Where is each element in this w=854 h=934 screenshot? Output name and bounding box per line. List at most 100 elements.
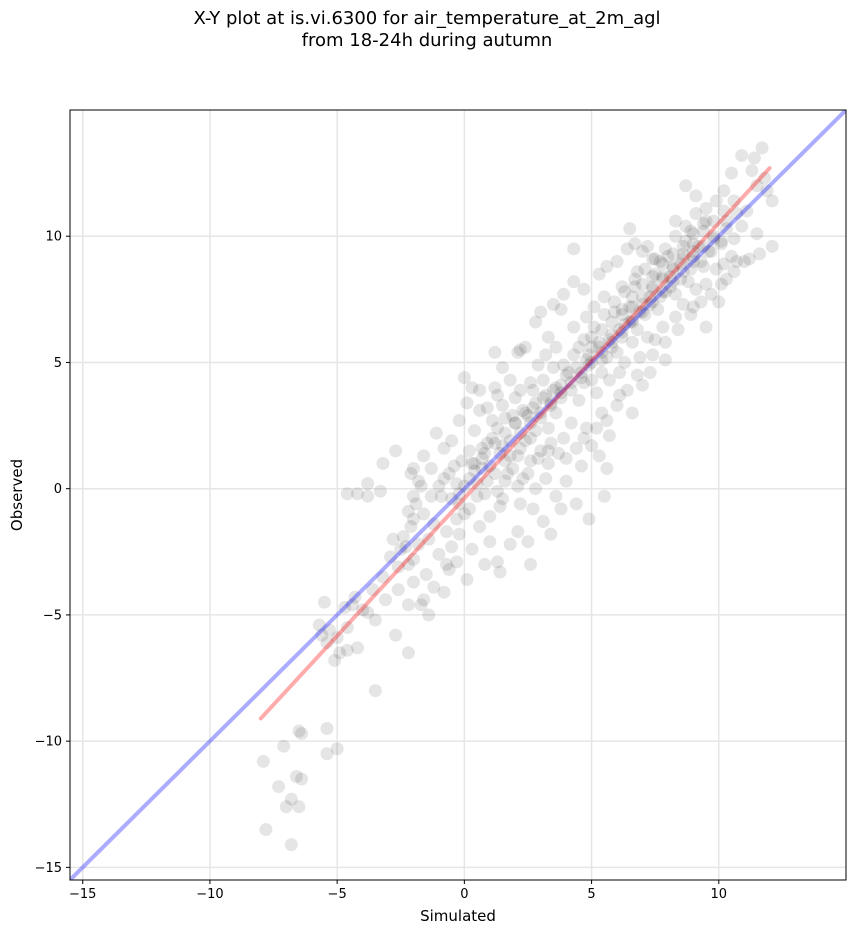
scatter-point xyxy=(661,249,675,263)
scatter-point xyxy=(709,194,723,208)
scatter-point xyxy=(651,302,665,316)
scatter-point xyxy=(719,214,733,228)
scatter-point xyxy=(534,305,548,319)
scatter-point xyxy=(587,320,601,334)
scatter-point xyxy=(725,166,739,180)
scatter-point xyxy=(679,219,693,233)
scatter-point xyxy=(351,487,365,501)
scatter-point xyxy=(704,244,718,258)
scatter-point xyxy=(689,207,703,221)
scatter-point xyxy=(483,535,497,549)
scatter-point xyxy=(641,239,655,253)
y-tick-label: −5 xyxy=(43,608,62,623)
scatter-point xyxy=(635,305,649,319)
scatter-point xyxy=(684,262,698,276)
scatter-point xyxy=(630,265,644,279)
scatter-point xyxy=(493,446,507,460)
scatter-point xyxy=(541,421,555,435)
scatter-point xyxy=(714,277,728,291)
scatter-point xyxy=(345,598,359,612)
scatter-point xyxy=(284,838,298,852)
scatter-point xyxy=(452,487,466,501)
scatter-point xyxy=(648,252,662,266)
scatter-point xyxy=(554,302,568,316)
scatter-point xyxy=(546,297,560,311)
scatter-point xyxy=(450,555,464,569)
scatter-point xyxy=(562,366,576,380)
scatter-point xyxy=(554,391,568,405)
scatter-point xyxy=(386,532,400,546)
scatter-point xyxy=(351,641,365,655)
scatter-point xyxy=(717,184,731,198)
scatter-point xyxy=(635,290,649,304)
scatter-point xyxy=(473,520,487,534)
scatter-point xyxy=(465,542,479,556)
scatter-point xyxy=(707,214,721,228)
scatter-point xyxy=(445,434,459,448)
scatter-point xyxy=(427,517,441,531)
scatter-point xyxy=(513,441,527,455)
scatter-point xyxy=(707,229,721,243)
scatter-point xyxy=(592,267,606,281)
scatter-point xyxy=(292,800,306,814)
scatter-point xyxy=(549,406,563,420)
scatter-point xyxy=(669,310,683,324)
grid-lines xyxy=(70,110,846,880)
scatter-point xyxy=(615,302,629,316)
scatter-point xyxy=(600,350,614,364)
scatter-point xyxy=(727,194,741,208)
scatter-point xyxy=(666,260,680,274)
scatter-point xyxy=(635,378,649,392)
scatter-point xyxy=(373,484,387,498)
scatter-point xyxy=(531,358,545,372)
scatter-point xyxy=(384,550,398,564)
scatter-point xyxy=(295,727,309,741)
scatter-point xyxy=(422,532,436,546)
scatter-point xyxy=(684,224,698,238)
scatter-point xyxy=(536,515,550,529)
scatter-point xyxy=(518,406,532,420)
scatter-point xyxy=(376,456,390,470)
scatter-point xyxy=(605,328,619,342)
scatter-point xyxy=(699,201,713,215)
scatter-point xyxy=(539,348,553,362)
scatter-point xyxy=(597,489,611,503)
scatter-point xyxy=(643,290,657,304)
scatter-point xyxy=(315,628,329,642)
scatter-point xyxy=(574,459,588,473)
scatter-point xyxy=(646,280,660,294)
scatter-point xyxy=(697,260,711,274)
scatter-point xyxy=(752,247,766,261)
scatter-point xyxy=(513,343,527,357)
scatter-point xyxy=(625,406,639,420)
scatter-point xyxy=(577,282,591,296)
scatter-point xyxy=(719,272,733,286)
scatter-point xyxy=(396,530,410,544)
scatter-point xyxy=(289,769,303,783)
x-tick-label: −15 xyxy=(69,887,96,902)
chart-subtitle: from 18-24h during autumn xyxy=(301,30,553,51)
scatter-point xyxy=(340,643,354,657)
scatter-point xyxy=(478,446,492,460)
scatter-point xyxy=(356,603,370,617)
scatter-point xyxy=(498,454,512,468)
scatter-point xyxy=(450,512,464,526)
scatter-point xyxy=(536,373,550,387)
scatter-point xyxy=(658,285,672,299)
scatter-point xyxy=(539,388,553,402)
scatter-point xyxy=(697,224,711,238)
scatter-point xyxy=(742,252,756,266)
scatter-point xyxy=(455,454,469,468)
scatter-point xyxy=(625,290,639,304)
scatter-point xyxy=(506,408,520,422)
scatter-point xyxy=(529,396,543,410)
scatter-point xyxy=(755,141,769,155)
scatter-point xyxy=(361,489,375,503)
scatter-point xyxy=(511,525,525,539)
scatter-point xyxy=(412,474,426,488)
scatter-point xyxy=(518,340,532,354)
scatter-point xyxy=(404,520,418,534)
scatter-point xyxy=(524,454,538,468)
scatter-point xyxy=(437,472,451,486)
scatter-point xyxy=(488,467,502,481)
